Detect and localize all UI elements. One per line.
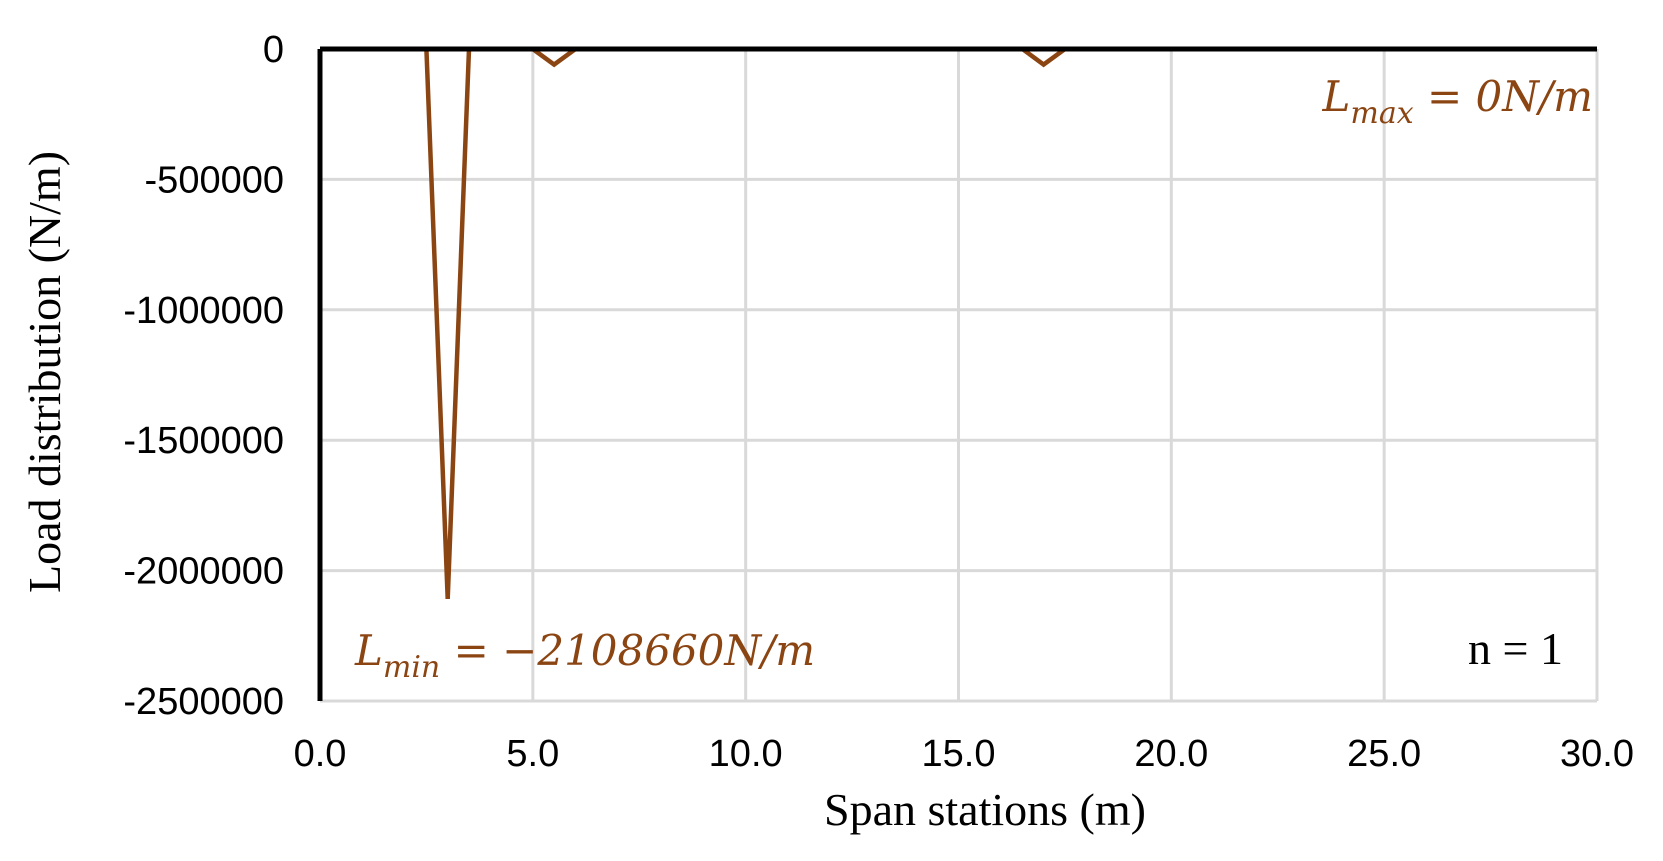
lmin-base: L (354, 626, 383, 675)
x-tick-labels: 0.0 5.0 10.0 15.0 20.0 25.0 30.0 (294, 733, 1634, 775)
lmax-annotation: Lmax = 0N/m (1322, 72, 1594, 131)
y-tick-labels: 0 -500000 -1000000 -1500000 -2000000 -2500000 (123, 29, 284, 723)
axes (317, 46, 1597, 701)
y-tick-label-4: -2000000 (123, 551, 284, 593)
x-tick-label-2: 10.0 (709, 733, 783, 775)
lmin-annotation: Lmin = −2108660N/m (354, 626, 815, 685)
y-tick-label-5: -2500000 (123, 681, 284, 723)
x-tick-label-0: 0.0 (294, 733, 347, 775)
lmin-subscript: min (383, 650, 440, 685)
lmax-value: = 0N/m (1414, 72, 1593, 121)
y-tick-label-0: 0 (263, 29, 284, 71)
x-tick-label-1: 5.0 (506, 733, 559, 775)
y-axis-title: Load distribution (N/m) (19, 151, 70, 593)
lmax-subscript: max (1350, 96, 1413, 131)
x-tick-label-6: 30.0 (1560, 733, 1634, 775)
series-line-0 (320, 46, 1568, 599)
lmin-value: = −2108660N/m (440, 626, 815, 675)
series-layer (320, 46, 1568, 599)
x-tick-label-3: 15.0 (922, 733, 996, 775)
x-tick-label-5: 25.0 (1347, 733, 1421, 775)
y-tick-label-3: -1500000 (123, 420, 284, 462)
y-tick-label-1: -500000 (145, 159, 284, 201)
y-tick-label-2: -1000000 (123, 290, 284, 332)
x-tick-label-4: 20.0 (1134, 733, 1208, 775)
lmax-base: L (1322, 72, 1351, 121)
n-label: n = 1 (1468, 623, 1563, 674)
x-axis-title: Span stations (m) (824, 784, 1146, 835)
